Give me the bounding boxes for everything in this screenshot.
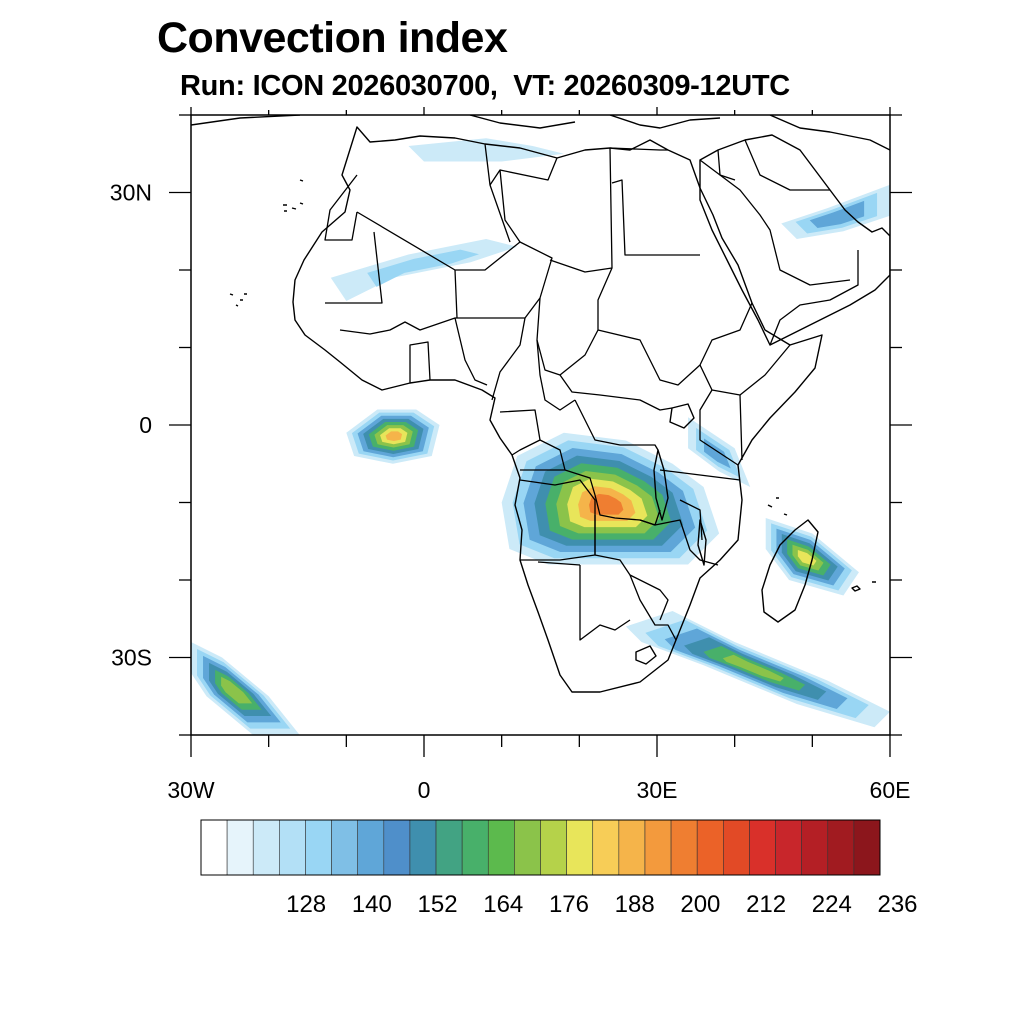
colorbar-swatch (279, 819, 306, 876)
colorbar-swatch (566, 819, 594, 876)
colorbar-swatch (383, 819, 411, 876)
canary-islands (283, 179, 304, 212)
colorbar-swatch (749, 819, 776, 876)
x-tick-label: 30E (637, 777, 678, 803)
colorbar-label: 200 (680, 891, 720, 918)
colorbar-swatch (801, 819, 829, 876)
x-tick-label: 60E (870, 777, 911, 803)
plot-background (191, 115, 890, 735)
colorbar-label: 128 (286, 891, 326, 918)
europe-coastline (191, 115, 890, 151)
colorbar-swatch (487, 819, 515, 876)
madagascar-coastline (761, 519, 819, 623)
colorbar-label: 188 (615, 891, 655, 918)
colorbar-swatch (252, 819, 280, 876)
colorbar-label: 212 (746, 891, 786, 918)
lake-victoria (669, 403, 695, 429)
colorbar-swatch (853, 819, 881, 876)
colorbar-swatch (461, 819, 489, 876)
colorbar-swatch (592, 819, 620, 876)
cape-verde-islands (229, 293, 247, 307)
colorbar-label: 152 (418, 891, 458, 918)
colorbar-swatch (357, 819, 385, 876)
axis-tick-labels: 30W 0 30E 60E 30N 0 30S (110, 180, 911, 804)
gulf-guinea-cluster-level-16 (385, 431, 403, 441)
colorbar-labels: 128 140 152 164 176 188 200 212 224 236 (286, 891, 917, 918)
colorbar-swatch (200, 819, 228, 876)
axis-ticks (169, 107, 912, 757)
colorbar-swatch (618, 819, 646, 876)
sahara-streak-level-4 (367, 249, 480, 287)
africa-coastline (292, 126, 823, 693)
colorbar-label: 164 (483, 891, 523, 918)
colorbar-swatch (540, 819, 567, 876)
colorbar-swatch (305, 819, 332, 876)
colorbar-label: 224 (812, 891, 852, 918)
colorbar-swatch (514, 819, 541, 876)
mozambique-channel-band-level-12 (722, 654, 784, 682)
x-tick-label: 30W (167, 777, 215, 803)
chart-subtitle: Run: ICON 2026030700, VT: 20260309-12UTC (180, 70, 790, 102)
east-africa-shower-level-6 (704, 438, 731, 469)
colorbar-swatch (331, 819, 358, 876)
convection-fields (191, 138, 890, 735)
colorbar (200, 819, 881, 876)
colorbar-frame (200, 819, 881, 876)
colorbar-label: 176 (549, 891, 589, 918)
colorbar-swatch (723, 819, 750, 876)
colorbar-swatch (644, 819, 672, 876)
mascarene-islands (851, 581, 876, 592)
mideast-band-level-6 (809, 200, 865, 229)
colorbar-swatch (827, 819, 855, 876)
colorbar-label: 236 (877, 891, 917, 918)
lake-malawi (697, 519, 707, 566)
y-tick-label: 30N (110, 180, 152, 206)
y-tick-label: 0 (139, 412, 152, 438)
colorbar-swatch (696, 819, 724, 876)
colorbar-swatch (226, 819, 254, 876)
comoros-islands (767, 497, 788, 516)
colorbar-label: 140 (352, 891, 392, 918)
y-tick-label: 30S (111, 645, 152, 671)
congo-core-level-18 (589, 493, 624, 515)
colorbar-swatch (670, 819, 698, 876)
south-atlantic-band-level-12 (221, 676, 253, 704)
arabia-coastline (699, 134, 890, 346)
country-borders (324, 139, 859, 641)
colorbar-swatch (435, 819, 463, 876)
lake-lesotho (635, 645, 657, 665)
colorbar-swatch (409, 819, 437, 876)
x-tick-label: 0 (418, 777, 431, 803)
chart-title: Convection index (157, 14, 508, 62)
colorbar-swatch (775, 819, 802, 876)
